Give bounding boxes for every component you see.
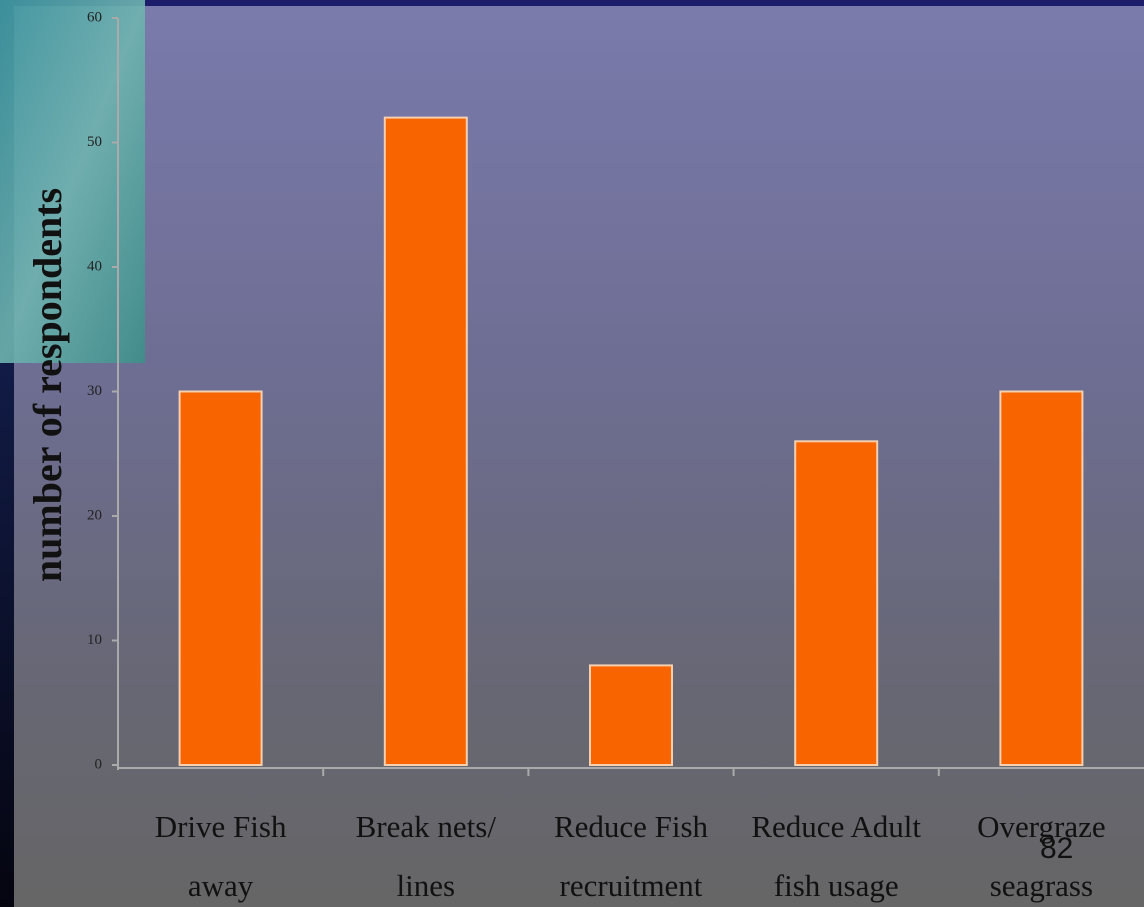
- y-tick-label: 50: [87, 134, 102, 150]
- page-number: 82: [1040, 832, 1074, 865]
- y-tick-label: 30: [87, 383, 102, 399]
- top-border: [0, 0, 1144, 6]
- y-axis-label: number of respondents: [25, 188, 70, 582]
- bar: [383, 116, 468, 767]
- y-tick-label: 20: [87, 507, 102, 523]
- x-tick-label: Drive Fish away: [154, 809, 287, 903]
- x-tick-label: Reduce Fish recruitment: [553, 809, 709, 903]
- x-tick-label: Reduce Adult fish usage: [751, 809, 921, 903]
- bar: [794, 440, 879, 766]
- y-tick-label: 0: [95, 756, 103, 772]
- x-tick-label: Overgraze seagrass: [977, 809, 1106, 903]
- y-tick-label: 10: [87, 632, 102, 648]
- y-tick-label: 60: [87, 9, 102, 25]
- y-tick-label: 40: [87, 258, 102, 274]
- bar: [178, 390, 263, 766]
- photo-corner: [0, 0, 145, 363]
- x-tick-label: Break nets/ lines: [355, 809, 496, 903]
- bar: [589, 664, 673, 767]
- bar: [999, 390, 1084, 766]
